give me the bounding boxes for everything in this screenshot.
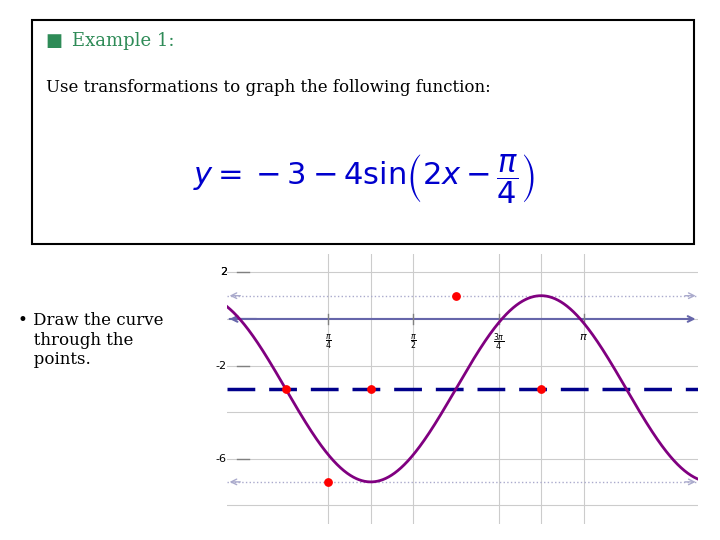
Text: Use transformations to graph the following function:: Use transformations to graph the followi…: [45, 79, 490, 96]
Point: [323, 477, 334, 486]
Text: $y = -3 - 4\sin\!\left(2x - \dfrac{\pi}{4}\right)$: $y = -3 - 4\sin\!\left(2x - \dfrac{\pi}{…: [193, 152, 534, 206]
Text: $\pi$: $\pi$: [579, 332, 588, 342]
FancyBboxPatch shape: [32, 19, 693, 244]
Text: -2: -2: [216, 361, 227, 370]
Point: [280, 384, 292, 393]
Text: 2: 2: [220, 267, 227, 278]
Text: • Draw the curve
   through the
   points.: • Draw the curve through the points.: [18, 312, 163, 368]
Point: [365, 384, 377, 393]
Text: $\frac{\pi}{4}$: $\frac{\pi}{4}$: [325, 332, 332, 350]
Text: Example 1:: Example 1:: [72, 32, 175, 50]
Text: ■: ■: [45, 32, 63, 50]
Point: [450, 292, 462, 300]
Point: [535, 384, 546, 393]
Text: $\frac{3\pi}{4}$: $\frac{3\pi}{4}$: [492, 332, 505, 353]
Text: 2: 2: [220, 267, 227, 278]
Text: $\frac{\pi}{2}$: $\frac{\pi}{2}$: [410, 332, 417, 350]
Text: -6: -6: [216, 454, 227, 464]
